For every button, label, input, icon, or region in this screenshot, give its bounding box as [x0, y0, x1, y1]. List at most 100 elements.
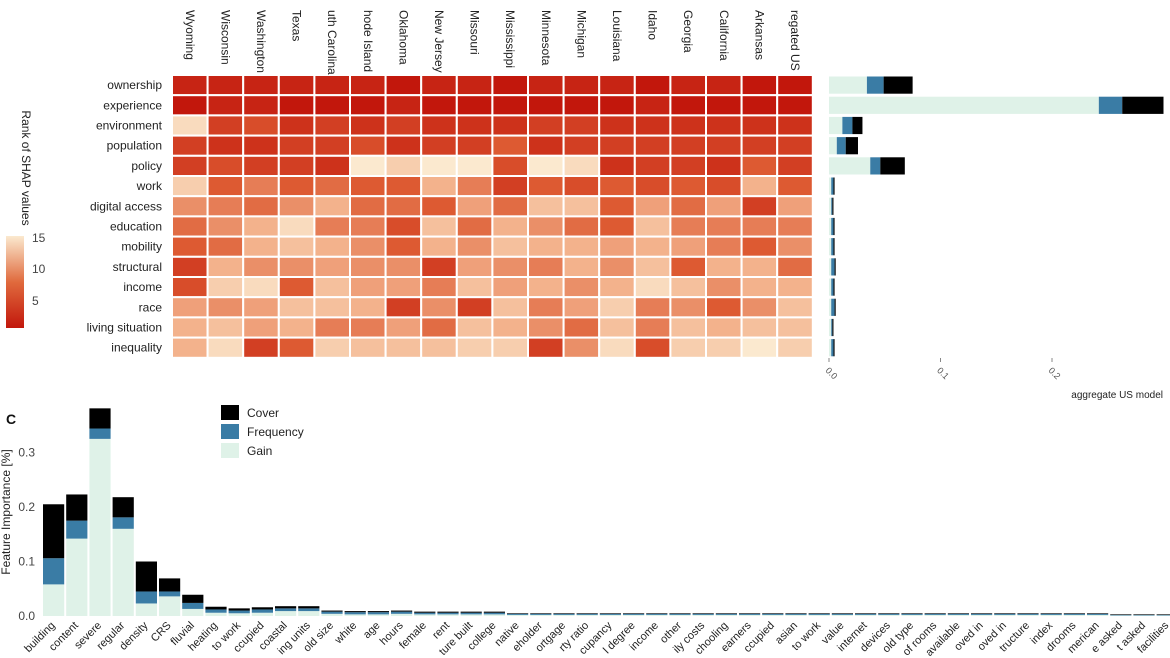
heatmap-cell: [349, 94, 387, 117]
aggregate-bar-cover: [833, 238, 835, 256]
heatmap-cell: [384, 154, 423, 178]
heatmap-cell: [384, 215, 423, 238]
importance-bar-frequency: [855, 613, 877, 615]
heatmap-cell: [669, 134, 708, 157]
aggregate-bar-frequency: [831, 177, 834, 195]
aggregate-tick-label: 0.2: [1047, 365, 1063, 381]
heatmap-cell: [491, 195, 529, 218]
aggregate-bar-panel: 0.0 0.1 0.2: [824, 76, 1164, 381]
heatmap-cell: [242, 276, 280, 299]
heatmap-cell: [277, 154, 316, 178]
heatmap-cell: [277, 276, 316, 299]
heatmap-cell: [349, 235, 387, 258]
heatmap-cell: [384, 255, 423, 278]
aggregate-tick-label: 0.1: [935, 365, 951, 381]
heatmap-cell: [277, 255, 316, 278]
heatmap-cell: [313, 175, 351, 198]
heatmap-row-label: race: [139, 300, 163, 314]
importance-bar-cover: [182, 594, 204, 603]
importance-bar-gain: [391, 613, 413, 616]
heatmap-cell: [527, 296, 565, 319]
heatmap-cell: [527, 215, 565, 238]
heatmap-panel: ownership experience environment population…: [87, 10, 814, 359]
importance-bar-gain: [785, 614, 807, 616]
heatmap-cell: [206, 175, 245, 198]
importance-bar-frequency: [715, 613, 737, 615]
heatmap-cell: [598, 94, 636, 117]
importance-bar-frequency: [808, 613, 830, 615]
heatmap-col-label: Idaho: [646, 10, 660, 40]
heatmap-cell: [206, 336, 245, 359]
heatmap-cell: [527, 175, 565, 198]
heatmap-cell: [384, 235, 423, 258]
importance-bar-frequency: [159, 591, 181, 597]
importance-bar-cover: [414, 611, 436, 613]
importance-bar-frequency: [971, 613, 993, 615]
importance-bar-frequency: [205, 609, 227, 613]
heatmap-cell: [705, 276, 743, 299]
heatmap-cell: [598, 154, 636, 178]
heatmap-cell: [527, 255, 565, 278]
legend-swatch-cover: [221, 405, 239, 420]
importance-bar-cover: [831, 613, 853, 614]
heatmap-row-label: ownership: [107, 78, 162, 92]
heatmap-cell: [527, 74, 565, 97]
heatmap-cell: [776, 316, 814, 339]
heatmap-cell: [527, 114, 565, 137]
importance-bar-frequency: [321, 611, 343, 614]
heatmap-cell: [740, 114, 779, 137]
heatmap-cell: [277, 316, 316, 339]
panel-c-ytick-label: 0.3: [18, 446, 35, 460]
heatmap-cell: [562, 94, 601, 117]
heatmap-cell: [420, 276, 458, 299]
heatmap-col-label: Mississippi: [503, 10, 517, 68]
heatmap-cell: [277, 336, 316, 359]
heatmap-row-label: environment: [96, 119, 163, 133]
heatmap-col-label: Missouri: [468, 10, 482, 55]
heatmap-cell: [313, 235, 351, 258]
aggregate-bar-frequency: [842, 116, 853, 135]
heatmap-cell: [633, 154, 672, 178]
importance-bar-cover: [205, 606, 227, 610]
heatmap-col-label: Oklahoma: [396, 10, 410, 65]
importance-bar-cover: [135, 561, 157, 592]
heatmap-cell: [633, 134, 672, 157]
heatmap-cell: [491, 215, 529, 238]
importance-bar-gain: [367, 614, 389, 616]
heatmap-cell: [420, 114, 458, 137]
heatmap-cell: [206, 296, 245, 319]
aggregate-bar-cover: [1122, 96, 1164, 114]
importance-bar-frequency: [460, 612, 482, 615]
importance-bar-cover: [1087, 613, 1109, 614]
heatmap-cell: [384, 195, 423, 218]
importance-bar-frequency: [483, 612, 505, 615]
heatmap-row-label: structural: [113, 260, 162, 274]
heatmap-cell: [171, 276, 209, 299]
importance-bar-gain: [971, 614, 993, 616]
importance-bar-frequency: [251, 609, 273, 613]
heatmap-cell: [277, 296, 316, 319]
importance-bar-frequency: [298, 608, 320, 612]
heatmap-cell: [669, 114, 708, 137]
importance-bar-gain: [1156, 615, 1170, 616]
aggregate-bar-gain: [829, 258, 832, 276]
heatmap-cell: [349, 336, 387, 359]
importance-bar-cover: [553, 613, 575, 614]
heatmap-cell: [669, 195, 708, 218]
heatmap-cell: [313, 215, 351, 238]
importance-bar-gain: [1087, 614, 1109, 616]
importance-bar-gain: [692, 614, 714, 616]
heatmap-cell: [455, 215, 494, 238]
heatmap-cell: [491, 255, 529, 278]
colorbar-tick-15: 15: [32, 231, 46, 245]
heatmap-cell: [705, 336, 743, 359]
importance-bar-cover: [437, 611, 459, 613]
heatmap-cell: [669, 94, 708, 117]
importance-bar-frequency: [112, 517, 134, 529]
heatmap-cell: [776, 114, 814, 137]
heatmap-cell: [206, 74, 245, 97]
importance-bar-frequency: [762, 613, 784, 615]
aggregate-bar-frequency: [831, 339, 834, 357]
importance-bar-cover: [321, 610, 343, 612]
importance-bar-gain: [66, 538, 88, 616]
